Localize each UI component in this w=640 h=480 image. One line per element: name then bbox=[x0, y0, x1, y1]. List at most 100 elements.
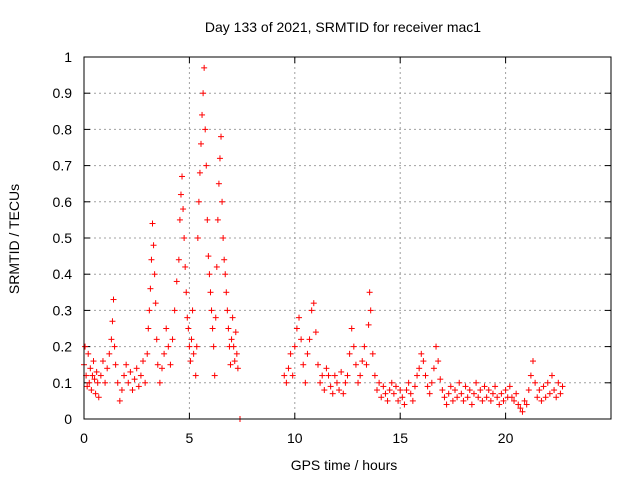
data-point bbox=[194, 235, 201, 241]
data-point bbox=[538, 397, 545, 404]
data-point bbox=[223, 289, 230, 296]
data-point bbox=[111, 343, 118, 350]
data-point bbox=[94, 379, 101, 386]
data-point bbox=[449, 397, 456, 404]
data-point bbox=[439, 387, 446, 394]
data-point bbox=[416, 365, 423, 372]
data-point bbox=[532, 379, 539, 386]
data-point bbox=[291, 343, 298, 350]
data-point bbox=[230, 343, 237, 350]
data-point bbox=[401, 401, 408, 408]
data-point bbox=[428, 379, 435, 386]
data-point bbox=[433, 343, 440, 350]
data-point bbox=[498, 390, 505, 397]
data-point bbox=[118, 387, 125, 394]
y-tick-label: 1 bbox=[64, 49, 72, 65]
data-point bbox=[137, 372, 144, 379]
data-point bbox=[386, 387, 393, 394]
data-point bbox=[380, 383, 387, 390]
data-point bbox=[485, 387, 492, 394]
data-point bbox=[104, 365, 111, 372]
data-point bbox=[88, 387, 95, 394]
data-point bbox=[502, 387, 509, 394]
axis-ticks bbox=[83, 56, 611, 420]
data-point bbox=[515, 401, 522, 408]
data-point bbox=[344, 372, 351, 379]
data-point bbox=[221, 256, 228, 263]
data-point bbox=[454, 394, 461, 401]
data-point bbox=[363, 361, 370, 368]
data-point bbox=[224, 307, 231, 314]
data-point bbox=[365, 321, 372, 328]
data-point bbox=[342, 379, 349, 386]
data-point bbox=[551, 387, 558, 394]
data-point bbox=[312, 329, 319, 336]
data-point bbox=[523, 401, 530, 408]
data-point bbox=[202, 126, 209, 133]
data-point bbox=[146, 307, 153, 314]
data-point bbox=[534, 394, 541, 401]
data-point bbox=[321, 387, 328, 394]
data-point bbox=[306, 336, 313, 343]
data-point bbox=[106, 350, 113, 357]
x-axis-label: GPS time / hours bbox=[291, 457, 398, 473]
data-point bbox=[437, 376, 444, 383]
x-tick-label: 15 bbox=[392, 430, 408, 446]
data-point bbox=[171, 307, 178, 314]
data-point bbox=[149, 220, 156, 227]
data-point bbox=[361, 343, 368, 350]
data-point bbox=[481, 383, 488, 390]
data-point bbox=[479, 397, 486, 404]
data-point bbox=[181, 235, 188, 241]
y-tick-label: 0.6 bbox=[53, 194, 73, 210]
data-point bbox=[86, 379, 93, 386]
data-point bbox=[145, 325, 152, 332]
data-point bbox=[336, 387, 343, 394]
data-point bbox=[165, 343, 172, 350]
data-point bbox=[388, 379, 395, 386]
data-point bbox=[180, 206, 187, 213]
data-point bbox=[158, 365, 165, 372]
data-point bbox=[186, 343, 193, 350]
data-point bbox=[395, 397, 402, 404]
data-point bbox=[127, 368, 134, 375]
data-point bbox=[530, 358, 537, 365]
data-point bbox=[426, 390, 433, 397]
data-point bbox=[192, 372, 199, 379]
data-point bbox=[206, 271, 213, 278]
data-point bbox=[148, 256, 155, 263]
y-tick-label: 0.7 bbox=[53, 158, 73, 174]
data-point bbox=[193, 343, 200, 350]
data-point bbox=[82, 343, 89, 350]
data-point bbox=[559, 383, 566, 390]
data-point bbox=[466, 387, 473, 394]
data-point bbox=[161, 350, 168, 357]
data-point bbox=[219, 198, 226, 205]
data-point bbox=[142, 379, 149, 386]
data-point bbox=[99, 358, 106, 365]
data-point bbox=[331, 372, 338, 379]
data-point bbox=[359, 358, 366, 365]
data-point bbox=[195, 198, 202, 205]
data-point bbox=[329, 390, 336, 397]
data-point bbox=[366, 289, 373, 296]
x-tick-label: 20 bbox=[498, 430, 514, 446]
data-point bbox=[93, 368, 100, 375]
x-tick-labels: 0 5 10 15 20 bbox=[80, 430, 513, 446]
data-point bbox=[151, 271, 158, 278]
x-tick-label: 0 bbox=[80, 430, 88, 446]
data-point bbox=[218, 133, 225, 140]
data-point bbox=[555, 379, 562, 386]
data-point bbox=[167, 361, 174, 368]
data-point bbox=[209, 325, 216, 332]
data-point bbox=[464, 394, 471, 401]
data-point bbox=[346, 350, 353, 357]
data-point bbox=[97, 372, 104, 379]
data-point bbox=[177, 191, 184, 198]
data-point bbox=[473, 379, 480, 386]
data-point bbox=[95, 394, 102, 401]
data-point bbox=[496, 401, 503, 408]
y-tick-label: 0.1 bbox=[53, 375, 73, 391]
data-point bbox=[500, 397, 507, 404]
data-point bbox=[447, 383, 454, 390]
